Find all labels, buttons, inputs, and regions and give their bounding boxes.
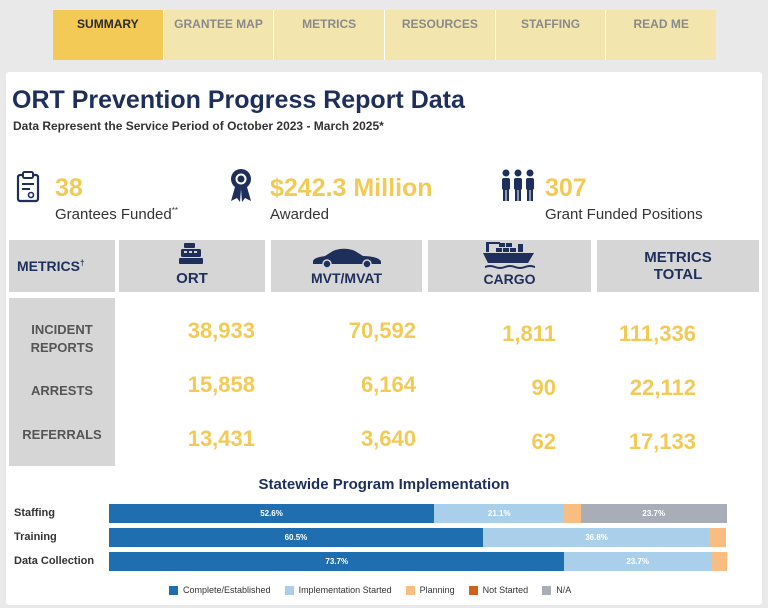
bar-segment-planning — [564, 504, 581, 523]
column-header-metrics-total: METRICS TOTAL — [597, 240, 759, 292]
value-arrests-cargo: 90 — [531, 375, 556, 400]
legend-item: Not Started — [468, 585, 529, 595]
legend-label: Complete/Established — [183, 585, 271, 595]
amount-awarded-value: $242.3 Million — [270, 174, 433, 202]
clipboard-icon — [16, 171, 40, 203]
bar-segment-complete-established: 73.7% — [109, 552, 565, 571]
row-header-column — [9, 298, 115, 466]
bar-segment-implementation-started: 21.1% — [434, 504, 565, 523]
value-referrals-total: 17,133 — [628, 429, 696, 454]
legend-swatch — [284, 585, 294, 595]
bar-segment-implementation-started: 23.7% — [564, 552, 711, 571]
value-incident-cargo: 1,811 — [502, 321, 556, 346]
bar-segment-complete-established: 60.5% — [109, 528, 483, 547]
bar-training: 60.5% 36.8% — [109, 528, 727, 547]
bar-label-staffing: Staffing — [14, 507, 55, 519]
column-header-mvt-mvat: MVT/MVAT — [271, 240, 422, 292]
tab-label: GRANTEE MAP — [174, 17, 263, 31]
legend-swatch — [468, 585, 478, 595]
summary-panel: ORT Prevention Progress Report Data Data… — [6, 72, 762, 605]
legend-swatch — [405, 585, 415, 595]
legend-label: Not Started — [482, 585, 529, 595]
tab-label: STAFFING — [520, 17, 581, 31]
value-incident-total: 111,336 — [618, 321, 696, 346]
tab-label: SUMMARY — [77, 17, 139, 31]
legend-swatch — [542, 585, 552, 595]
legend-item: Planning — [405, 585, 455, 595]
grantees-funded-value: 38 — [55, 174, 83, 202]
cargo-ship-icon — [483, 242, 535, 269]
tab-label: RESOURCES — [401, 17, 478, 31]
column-label: METRICS TOTAL — [644, 249, 712, 283]
footnote-mark: † — [80, 258, 85, 268]
column-header-ort: ORT — [119, 240, 265, 292]
tab-staffing[interactable]: STAFFING — [495, 10, 607, 60]
bar-data-collection: 73.7% 23.7% — [109, 552, 727, 571]
bar-label-data-collection: Data Collection — [14, 555, 95, 567]
funded-positions-value: 307 — [545, 174, 587, 202]
tab-grantee-map[interactable]: GRANTEE MAP — [163, 10, 275, 60]
value-incident-mvt: 70,592 — [348, 318, 416, 343]
tab-resources[interactable]: RESOURCES — [385, 10, 496, 60]
tab-label: READ ME — [633, 17, 689, 31]
bar-staffing: 52.6% 21.1% 23.7% — [109, 504, 727, 523]
row-label-arrests: ARRESTS — [30, 383, 94, 398]
amount-awarded-label: Awarded — [270, 206, 329, 223]
bar-label-training: Training — [14, 531, 57, 543]
row-label-referrals: REFERRALS — [22, 427, 102, 442]
kpi-label-text: Grantees Funded — [55, 206, 172, 223]
value-referrals-cargo: 62 — [531, 429, 556, 454]
tab-read-me[interactable]: READ ME — [606, 10, 717, 60]
row-label-incident-reports: INCIDENT REPORTS — [30, 322, 94, 355]
value-arrests-ort: 15,858 — [187, 372, 255, 397]
tab-bar: SUMMARY GRANTEE MAP METRICS RESOURCES ST… — [53, 10, 717, 60]
value-arrests-total: 22,112 — [629, 375, 696, 400]
page-title: ORT Prevention Progress Report Data — [12, 86, 465, 114]
column-label: CARGO — [483, 271, 536, 287]
tab-label: METRICS — [302, 17, 357, 31]
tab-summary[interactable]: SUMMARY — [53, 10, 164, 60]
column-label: MVT/MVAT — [310, 270, 383, 286]
column-label: ORT — [176, 270, 208, 287]
bar-segment-implementation-started: 36.8% — [482, 528, 711, 547]
legend-item: Complete/Established — [169, 585, 271, 595]
chart-legend: Complete/Established Implementation Start… — [169, 585, 571, 595]
cash-register-icon — [179, 243, 203, 264]
award-ribbon-icon — [231, 169, 251, 202]
value-arrests-mvt: 6,164 — [360, 372, 416, 397]
chart-title: Statewide Program Implementation — [258, 476, 510, 493]
bar-segment-planning — [710, 552, 727, 571]
car-icon — [313, 248, 381, 268]
legend-item: Implementation Started — [284, 585, 392, 595]
metrics-corner-label: METRICS† — [17, 258, 84, 274]
legend-label: Planning — [419, 585, 455, 595]
funded-positions-label: Grant Funded Positions — [545, 206, 703, 223]
page-subtitle: Data Represent the Service Period of Oct… — [13, 119, 384, 133]
value-referrals-mvt: 3,640 — [360, 426, 416, 451]
people-group-icon — [502, 169, 534, 201]
bar-segment-n-a: 23.7% — [580, 504, 727, 523]
bar-segment-complete-established: 52.6% — [109, 504, 435, 523]
legend-label: N/A — [556, 585, 572, 595]
tab-metrics[interactable]: METRICS — [274, 10, 386, 60]
legend-label: Implementation Started — [298, 585, 392, 595]
corner-text: METRICS — [17, 258, 80, 274]
value-referrals-ort: 13,431 — [187, 426, 255, 451]
bar-segment-planning — [710, 528, 727, 547]
legend-item: N/A — [542, 585, 571, 595]
legend-swatch — [169, 585, 178, 595]
column-header-cargo: CARGO — [428, 240, 591, 292]
grantees-funded-label: Grantees Funded** — [55, 206, 178, 223]
metrics-corner-cell: METRICS† — [9, 240, 115, 292]
value-incident-ort: 38,933 — [187, 318, 255, 343]
footnote-mark: ** — [171, 206, 178, 215]
